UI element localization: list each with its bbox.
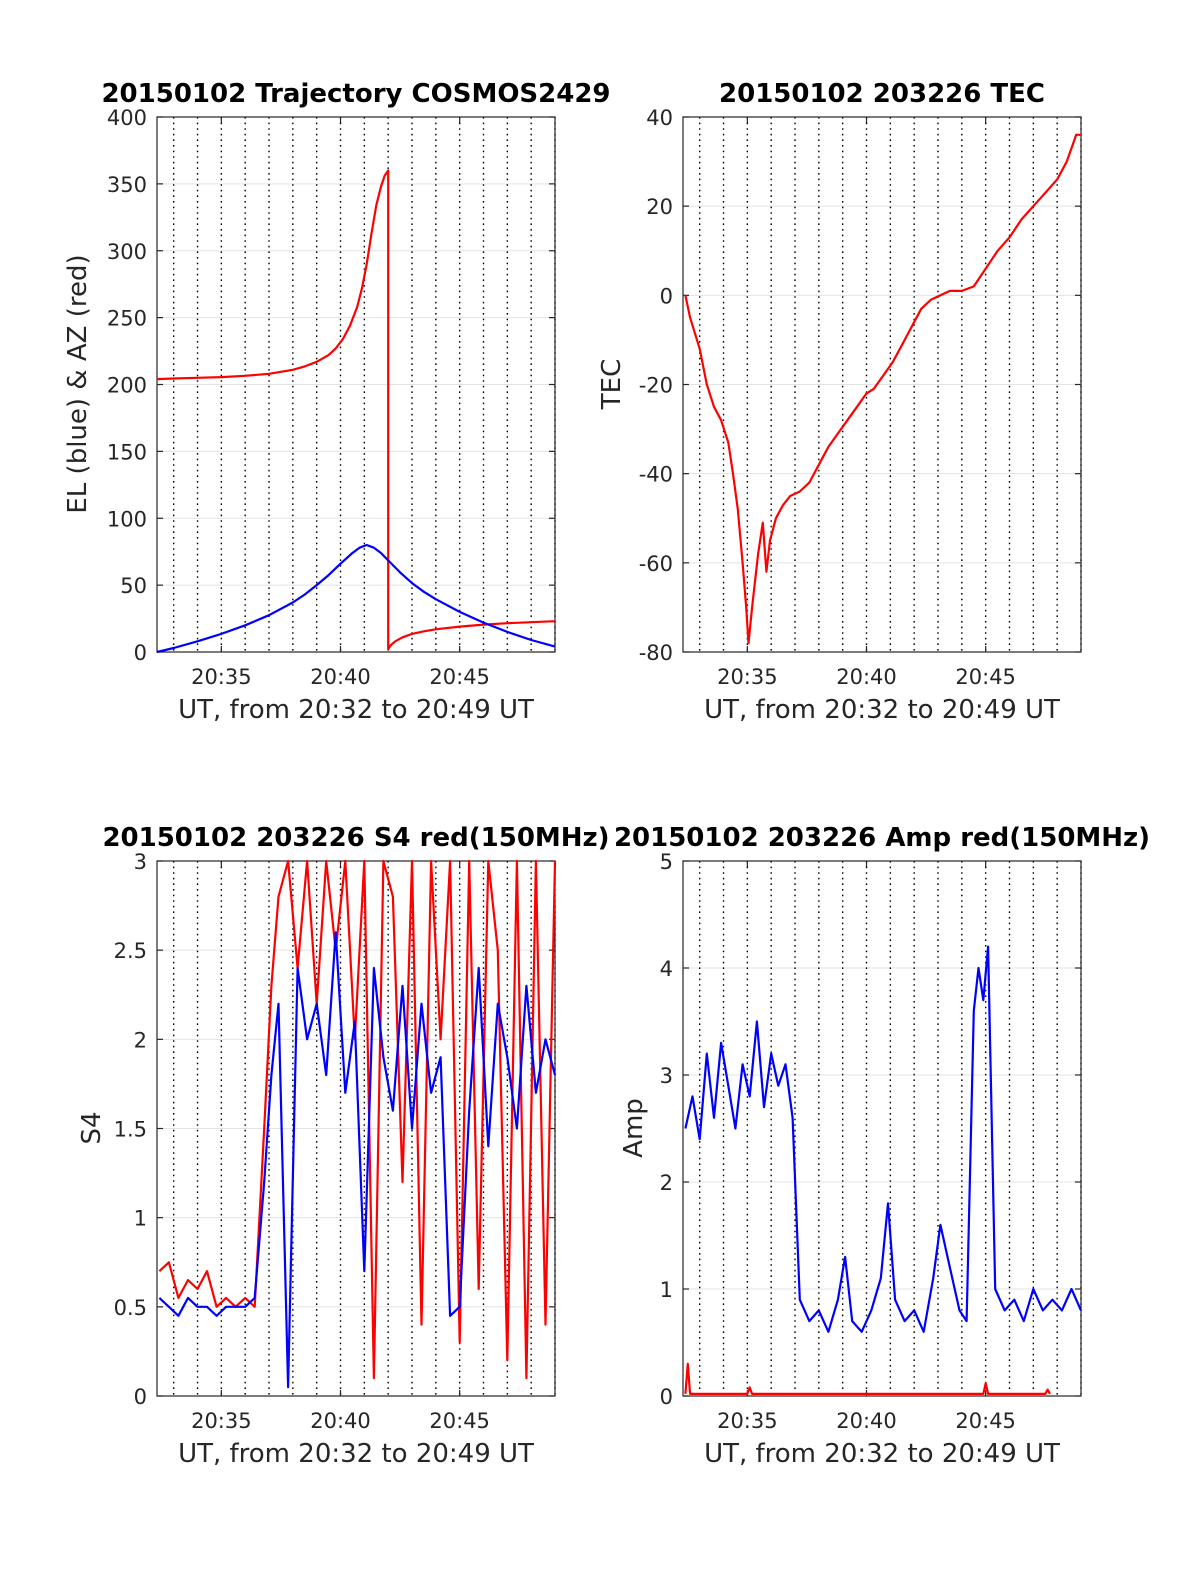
y-tick-label: 40 — [646, 106, 673, 130]
y-tick-label: 0 — [134, 1385, 147, 1409]
series-line — [156, 543, 556, 654]
plot-frame — [682, 860, 1082, 1397]
axis-ticks: -80 -60 -40 -20 0 20 40 20:35 20:40 20:45 — [639, 106, 1081, 689]
y-tick-label: -40 — [639, 463, 673, 487]
y-tick-label: 5 — [660, 850, 673, 874]
y-tick-label: 3 — [660, 1064, 673, 1088]
y-tick-label: 0.5 — [114, 1296, 147, 1320]
chart-title: 20150102 Trajectory COSMOS2429 — [101, 79, 610, 109]
data-series — [684, 945, 1083, 1396]
s4-panel: 0 0.5 1 1.5 2 2.5 3 20:35 20:40 20:45 20150102 20… — [77, 823, 610, 1469]
y-tick-label: 200 — [107, 374, 147, 398]
grid-lines — [683, 116, 1082, 653]
y-axis-label: Amp — [619, 1098, 649, 1158]
x-tick-label: 20:45 — [429, 1409, 490, 1433]
data-series — [684, 133, 1081, 645]
y-tick-label: 0 — [660, 284, 673, 308]
y-tick-label: 50 — [120, 574, 147, 598]
y-tick-label: 1.5 — [114, 1118, 147, 1142]
axis-ticks: 0 50 100 150 200 250 300 350 400 20:35 20:40 20:45 — [107, 106, 555, 689]
data-series — [156, 169, 556, 654]
y-tick-label: 100 — [107, 507, 147, 531]
chart-title: 20150102 203226 TEC — [719, 79, 1045, 109]
x-axis-label: UT, from 20:32 to 20:49 UT — [704, 1439, 1060, 1469]
series-line — [684, 133, 1081, 645]
y-axis-label: TEC — [597, 359, 627, 410]
axis-ticks: 0 1 2 3 4 5 20:35 20:40 20:45 — [660, 850, 1081, 1433]
axis-ticks: 0 0.5 1 1.5 2 2.5 3 20:35 20:40 20:45 — [114, 850, 555, 1433]
chart-title: 20150102 203226 Amp red(150MHz) — [614, 823, 1150, 853]
series-line — [684, 1362, 1051, 1396]
x-tick-label: 20:40 — [836, 1409, 897, 1433]
x-tick-label: 20:45 — [429, 665, 490, 689]
x-tick-label: 20:35 — [191, 1409, 252, 1433]
y-tick-label: 2.5 — [114, 939, 147, 963]
y-tick-label: -20 — [639, 374, 673, 398]
y-tick-label: 1 — [134, 1207, 147, 1231]
y-axis-label: EL (blue) & AZ (red) — [63, 254, 93, 513]
x-tick-label: 20:40 — [836, 665, 897, 689]
y-tick-label: 400 — [107, 106, 147, 130]
data-series — [158, 859, 557, 1389]
x-tick-label: 20:40 — [310, 1409, 371, 1433]
x-axis-label: UT, from 20:32 to 20:49 UT — [178, 695, 534, 725]
y-tick-label: 250 — [107, 307, 147, 331]
y-tick-label: 2 — [134, 1028, 147, 1052]
x-tick-label: 20:35 — [717, 665, 778, 689]
y-tick-label: 150 — [107, 440, 147, 464]
y-tick-label: 2 — [660, 1171, 673, 1195]
y-tick-label: 1 — [660, 1278, 673, 1302]
y-tick-label: 20 — [646, 195, 673, 219]
y-tick-label: 4 — [660, 957, 673, 981]
x-axis-label: UT, from 20:32 to 20:49 UT — [704, 695, 1060, 725]
series-line — [684, 945, 1083, 1333]
x-tick-label: 20:45 — [955, 1409, 1016, 1433]
x-tick-label: 20:35 — [717, 1409, 778, 1433]
chart-title: 20150102 203226 S4 red(150MHz) — [102, 823, 609, 853]
amp-panel: 0 1 2 3 4 5 20:35 20:40 20:45 20150102 203226 Am… — [614, 823, 1150, 1469]
tec-panel: -80 -60 -40 -20 0 20 40 20:35 20:40 20:45 2015010… — [597, 79, 1082, 725]
y-tick-label: 0 — [134, 641, 147, 665]
series-line — [156, 169, 556, 651]
series-line — [158, 931, 557, 1389]
y-tick-label: -80 — [639, 641, 673, 665]
y-tick-label: -60 — [639, 552, 673, 576]
x-axis-label: UT, from 20:32 to 20:49 UT — [178, 1439, 534, 1469]
y-tick-label: 3 — [134, 850, 147, 874]
x-tick-label: 20:35 — [191, 665, 252, 689]
y-tick-label: 350 — [107, 173, 147, 197]
y-axis-label: S4 — [77, 1111, 107, 1144]
x-tick-label: 20:45 — [955, 665, 1016, 689]
x-tick-label: 20:40 — [310, 665, 371, 689]
y-tick-label: 300 — [107, 240, 147, 264]
y-tick-label: 0 — [660, 1385, 673, 1409]
